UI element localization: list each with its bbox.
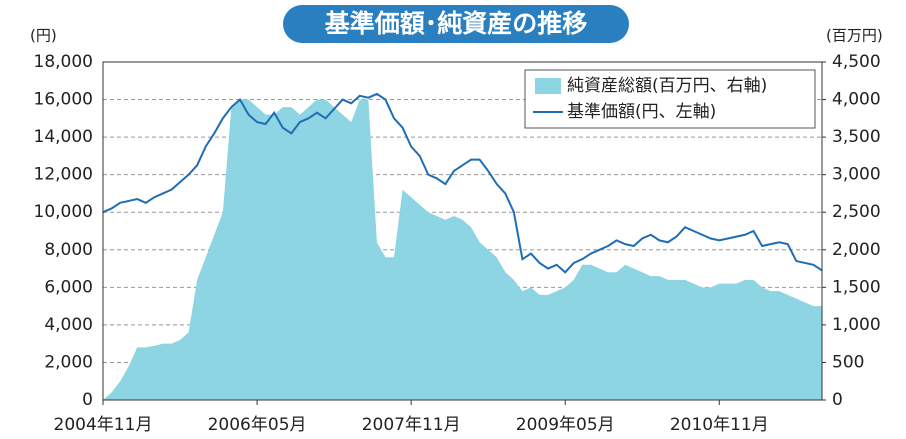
x-tick-label: 2006年05月	[208, 415, 307, 435]
y-tick-label: 8,000	[44, 240, 93, 260]
y2-tick-label: 500	[832, 352, 864, 372]
y-tick-label: 10,000	[34, 202, 93, 222]
y2-tick-label: 2,500	[832, 202, 881, 222]
x-tick-label: 2007年11月	[362, 415, 461, 435]
y2-axis-label: (百万円)	[826, 27, 883, 45]
x-tick-label: 2004年11月	[54, 415, 153, 435]
y2-tick-label: 3,500	[832, 127, 881, 147]
y-tick-label: 2,000	[44, 352, 93, 372]
y-tick-label: 4,000	[44, 315, 93, 335]
title-badge	[283, 5, 629, 43]
y2-tick-label: 0	[832, 390, 843, 410]
y2-tick-label: 1,000	[832, 315, 881, 335]
y2-tick-label: 2,000	[832, 240, 881, 260]
y-axis-label: (円)	[30, 27, 57, 45]
y2-tick-label: 3,000	[832, 165, 881, 185]
legend-label: 基準価額(円、左軸)	[567, 102, 716, 122]
y2-tick-label: 4,500	[832, 52, 881, 72]
plot-frame	[102, 61, 823, 401]
y2-tick-label: 4,000	[832, 90, 881, 110]
area	[103, 99, 822, 401]
y-tick-label: 6,000	[44, 277, 93, 297]
y2-tick-label: 1,500	[832, 277, 881, 297]
x-tick-label: 2009年05月	[516, 415, 615, 435]
legend-swatch	[535, 78, 561, 94]
line	[102, 92, 823, 274]
chart-title: 基準価額･純資産の推移	[325, 9, 588, 38]
y-tick-label: 0	[82, 390, 93, 410]
y-tick-label: 18,000	[34, 52, 93, 72]
legend-box	[524, 69, 816, 129]
legend-label: 純資産総額(百万円、右軸)	[567, 76, 767, 96]
y-tick-label: 12,000	[34, 165, 93, 185]
y-tick-label: 14,000	[34, 127, 93, 147]
y-tick-label: 16,000	[34, 90, 93, 110]
x-tick-label: 2010年11月	[670, 415, 769, 435]
